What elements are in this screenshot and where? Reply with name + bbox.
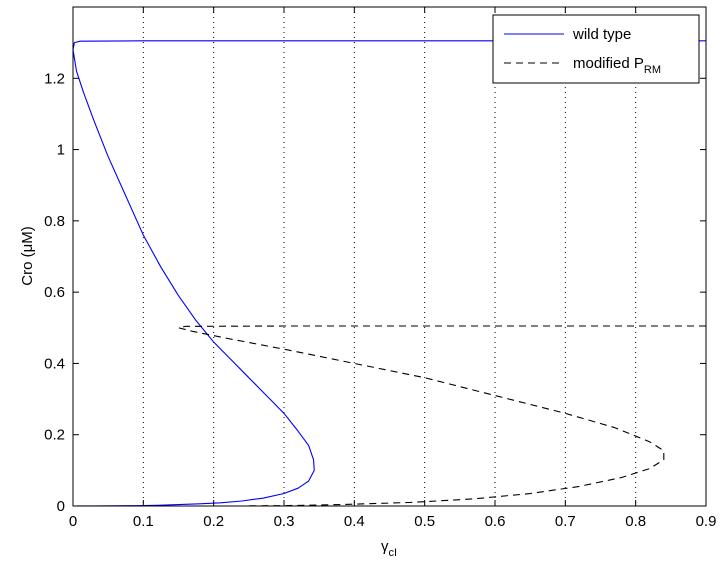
legend-label-modified-prm: modified PRM xyxy=(573,55,661,76)
x-tick-label: 0.6 xyxy=(485,513,506,530)
y-tick-label: 1 xyxy=(57,142,65,159)
y-tick-label: 0 xyxy=(57,498,65,515)
series-line-wild-type xyxy=(72,40,706,507)
y-tick-label: 0.2 xyxy=(44,427,65,444)
x-tick-label: 0.9 xyxy=(696,513,717,530)
legend-box xyxy=(492,14,700,84)
x-axis-label: γcI xyxy=(381,538,397,559)
y-axis-ticks: 0 0.2 0.4 0.6 0.8 1 1.2 xyxy=(44,70,706,515)
y-tick-label: 0.6 xyxy=(44,284,65,301)
legend-label-wild-type: wild type xyxy=(572,26,631,43)
x-tick-label: 0.1 xyxy=(133,513,154,530)
plot-frame xyxy=(72,6,707,507)
y-axis-label: Cro (μM) xyxy=(19,226,36,285)
x-axis-label-main: γ xyxy=(381,538,389,555)
y-tick-label: 0.4 xyxy=(44,355,65,372)
legend-label-modified-prm-main: modified P xyxy=(573,55,644,72)
series-line-modified-prm xyxy=(177,325,706,507)
plot-area xyxy=(73,7,706,506)
x-tick-label: 0.2 xyxy=(203,513,224,530)
x-tick-label: 0.8 xyxy=(625,513,646,530)
x-tick-label: 0 xyxy=(69,513,77,530)
series-layer xyxy=(72,40,706,507)
x-tick-label: 0.3 xyxy=(274,513,295,530)
x-tick-label: 0.5 xyxy=(414,513,435,530)
grid-lines xyxy=(142,7,637,506)
legend: wild type modified PRM xyxy=(492,14,700,84)
y-tick-label: 1.2 xyxy=(44,70,65,87)
legend-label-modified-prm-sub: RM xyxy=(644,64,661,76)
x-axis-ticks: 0 0.1 0.2 0.3 0.4 0.5 0.6 0.7 0.8 0.9 xyxy=(69,7,717,530)
x-tick-label: 0.7 xyxy=(555,513,576,530)
y-tick-label: 0.8 xyxy=(44,213,65,230)
x-axis-label-sub: cI xyxy=(388,547,397,559)
x-tick-label: 0.4 xyxy=(344,513,365,530)
